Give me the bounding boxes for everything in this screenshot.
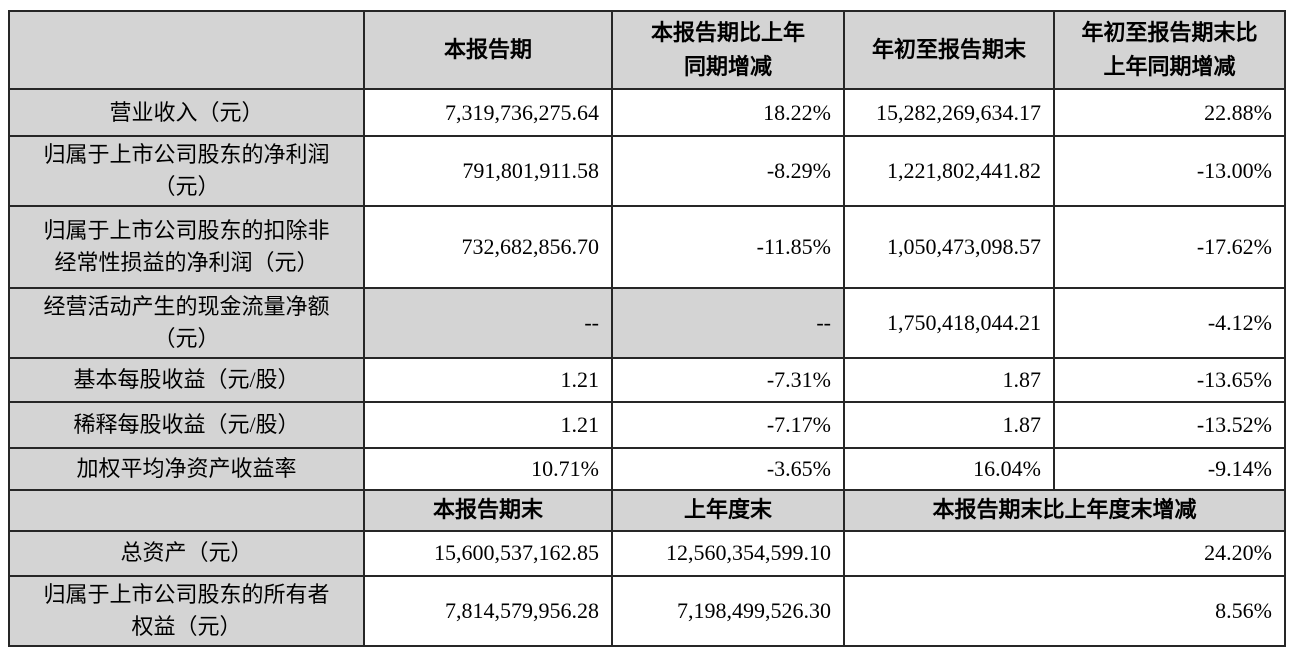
row-diluted-eps-current-yoy: -7.17% — [611, 400, 845, 449]
section2-header-row: 本报告期末 上年度末 本报告期末比上年度末增减 — [8, 488, 1286, 532]
row-equity-label: 归属于上市公司股东的所有者 权益（元） — [8, 574, 365, 647]
row-equity-change: 8.56% — [843, 574, 1286, 647]
row-net-profit-deducted-current-yoy: -11.85% — [611, 204, 845, 289]
row-net-profit: 归属于上市公司股东的净利润 （元） 791,801,911.58 -8.29% … — [8, 135, 1286, 207]
row-operating-cash-flow-label: 经营活动产生的现金流量净额 （元） — [8, 286, 365, 359]
row-diluted-eps-label: 稀释每股收益（元/股） — [8, 400, 365, 449]
row-net-profit-label: 归属于上市公司股东的净利润 （元） — [8, 135, 365, 207]
row-revenue-ytd: 15,282,269,634.17 — [843, 88, 1055, 137]
row-basic-eps-ytd-yoy: -13.65% — [1053, 356, 1286, 403]
header-period-end: 本报告期末 — [363, 488, 613, 532]
row-net-profit-deducted: 归属于上市公司股东的扣除非 经常性损益的净利润（元） 732,682,856.7… — [8, 204, 1286, 289]
header-ytd-yoy: 年初至报告期末比 上年同期增减 — [1053, 10, 1286, 90]
row-total-assets-prior-year-end: 12,560,354,599.10 — [611, 529, 845, 577]
section1-header-row: 本报告期 本报告期比上年 同期增减 年初至报告期末 年初至报告期末比 上年同期增… — [8, 10, 1286, 90]
row-operating-cash-flow-current-yoy: -- — [611, 286, 845, 359]
row-diluted-eps-current: 1.21 — [363, 400, 613, 449]
row-basic-eps-current: 1.21 — [363, 356, 613, 403]
row-net-profit-deducted-ytd: 1,050,473,098.57 — [843, 204, 1055, 289]
row-equity: 归属于上市公司股东的所有者 权益（元） 7,814,579,956.28 7,1… — [8, 574, 1286, 647]
row-basic-eps-current-yoy: -7.31% — [611, 356, 845, 403]
row-net-profit-deducted-current: 732,682,856.70 — [363, 204, 613, 289]
header-current-period-yoy: 本报告期比上年 同期增减 — [611, 10, 845, 90]
row-basic-eps-label: 基本每股收益（元/股） — [8, 356, 365, 403]
row-weighted-avg-roe-ytd: 16.04% — [843, 446, 1055, 491]
financial-summary-table: 本报告期 本报告期比上年 同期增减 年初至报告期末 年初至报告期末比 上年同期增… — [8, 10, 1286, 647]
row-revenue-current-yoy: 18.22% — [611, 88, 845, 137]
row-revenue: 营业收入（元） 7,319,736,275.64 18.22% 15,282,2… — [8, 88, 1286, 137]
row-net-profit-current: 791,801,911.58 — [363, 135, 613, 207]
row-diluted-eps-ytd-yoy: -13.52% — [1053, 400, 1286, 449]
row-weighted-avg-roe-ytd-yoy: -9.14% — [1053, 446, 1286, 491]
row-basic-eps: 基本每股收益（元/股） 1.21 -7.31% 1.87 -13.65% — [8, 356, 1286, 403]
row-net-profit-ytd-yoy: -13.00% — [1053, 135, 1286, 207]
row-operating-cash-flow: 经营活动产生的现金流量净额 （元） -- -- 1,750,418,044.21… — [8, 286, 1286, 359]
row-total-assets-label: 总资产（元） — [8, 529, 365, 577]
row-revenue-current: 7,319,736,275.64 — [363, 88, 613, 137]
header-ytd: 年初至报告期末 — [843, 10, 1055, 90]
row-diluted-eps: 稀释每股收益（元/股） 1.21 -7.17% 1.87 -13.52% — [8, 400, 1286, 449]
row-revenue-label: 营业收入（元） — [8, 88, 365, 137]
row-total-assets: 总资产（元） 15,600,537,162.85 12,560,354,599.… — [8, 529, 1286, 577]
row-operating-cash-flow-ytd: 1,750,418,044.21 — [843, 286, 1055, 359]
row-net-profit-deducted-ytd-yoy: -17.62% — [1053, 204, 1286, 289]
row-diluted-eps-ytd: 1.87 — [843, 400, 1055, 449]
section2-corner-cell — [8, 488, 365, 532]
row-weighted-avg-roe-current-yoy: -3.65% — [611, 446, 845, 491]
row-operating-cash-flow-ytd-yoy: -4.12% — [1053, 286, 1286, 359]
row-equity-prior-year-end: 7,198,499,526.30 — [611, 574, 845, 647]
row-net-profit-deducted-label: 归属于上市公司股东的扣除非 经常性损益的净利润（元） — [8, 204, 365, 289]
row-revenue-ytd-yoy: 22.88% — [1053, 88, 1286, 137]
row-net-profit-current-yoy: -8.29% — [611, 135, 845, 207]
row-basic-eps-ytd: 1.87 — [843, 356, 1055, 403]
section1-corner-cell — [8, 10, 365, 90]
row-weighted-avg-roe-current: 10.71% — [363, 446, 613, 491]
header-prior-year-end: 上年度末 — [611, 488, 845, 532]
row-total-assets-change: 24.20% — [843, 529, 1286, 577]
row-operating-cash-flow-current: -- — [363, 286, 613, 359]
header-current-period: 本报告期 — [363, 10, 613, 90]
row-total-assets-period-end: 15,600,537,162.85 — [363, 529, 613, 577]
header-change-vs-prior-year-end: 本报告期末比上年度末增减 — [843, 488, 1286, 532]
row-net-profit-ytd: 1,221,802,441.82 — [843, 135, 1055, 207]
row-weighted-avg-roe-label: 加权平均净资产收益率 — [8, 446, 365, 491]
row-equity-period-end: 7,814,579,956.28 — [363, 574, 613, 647]
row-weighted-avg-roe: 加权平均净资产收益率 10.71% -3.65% 16.04% -9.14% — [8, 446, 1286, 491]
